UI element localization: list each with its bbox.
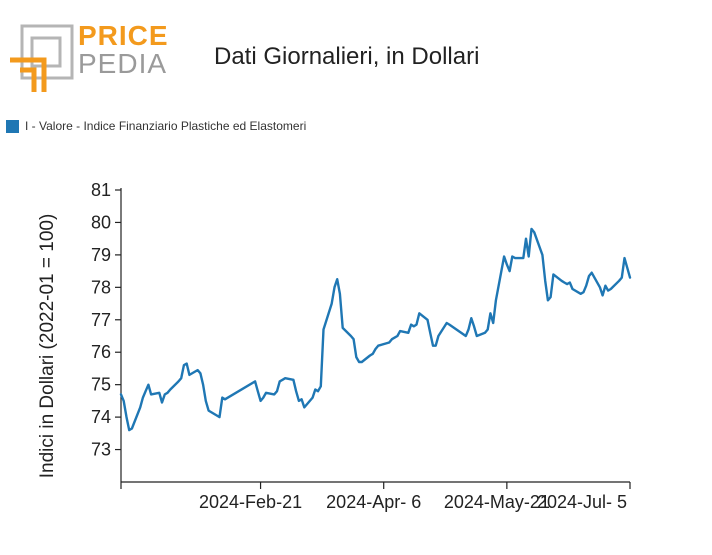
y-tick-label: 81 — [91, 180, 111, 200]
y-tick-label: 77 — [91, 310, 111, 330]
x-tick-label: 2024-Feb-21 — [199, 492, 302, 512]
logo-word-price: PRICE — [78, 20, 169, 51]
y-axis: 73 74 75 76 77 78 79 80 81 — [91, 180, 122, 482]
x-tick-label: 2024-Apr- 6 — [326, 492, 421, 512]
logo-word-pedia: PEDIA — [78, 48, 168, 79]
pricepedia-logo: PRICE PEDIA — [6, 20, 169, 92]
y-tick-label: 80 — [91, 212, 111, 232]
y-tick-label: 73 — [91, 440, 111, 460]
x-axis: 2024-Feb-21 2024-Apr- 6 2024-May-212024-Ju… — [120, 481, 631, 512]
logo-mark-icon — [10, 24, 74, 92]
y-tick-label: 76 — [91, 342, 111, 362]
y-tick-label: 78 — [91, 277, 111, 297]
y-tick-label: 74 — [91, 407, 111, 427]
series-layer — [119, 227, 632, 432]
legend-swatch — [6, 119, 19, 133]
y-axis-title: Indici in Dollari (2022-01 = 100) — [37, 214, 58, 479]
x-tick-label: 2024-May-21 — [444, 492, 550, 512]
y-tick-label: 75 — [91, 375, 111, 395]
y-tick-label: 79 — [91, 245, 111, 265]
x-tick-label: 2024-Jul- 5 — [537, 492, 627, 512]
legend-label: I - Valore - Indice Finanziario Plastich… — [25, 119, 307, 133]
chart-title: Dati Giornalieri, in Dollari — [214, 43, 480, 70]
legend[interactable]: I - Valore - Indice Finanziario Plastich… — [6, 118, 306, 134]
series-line[interactable] — [119, 227, 632, 432]
